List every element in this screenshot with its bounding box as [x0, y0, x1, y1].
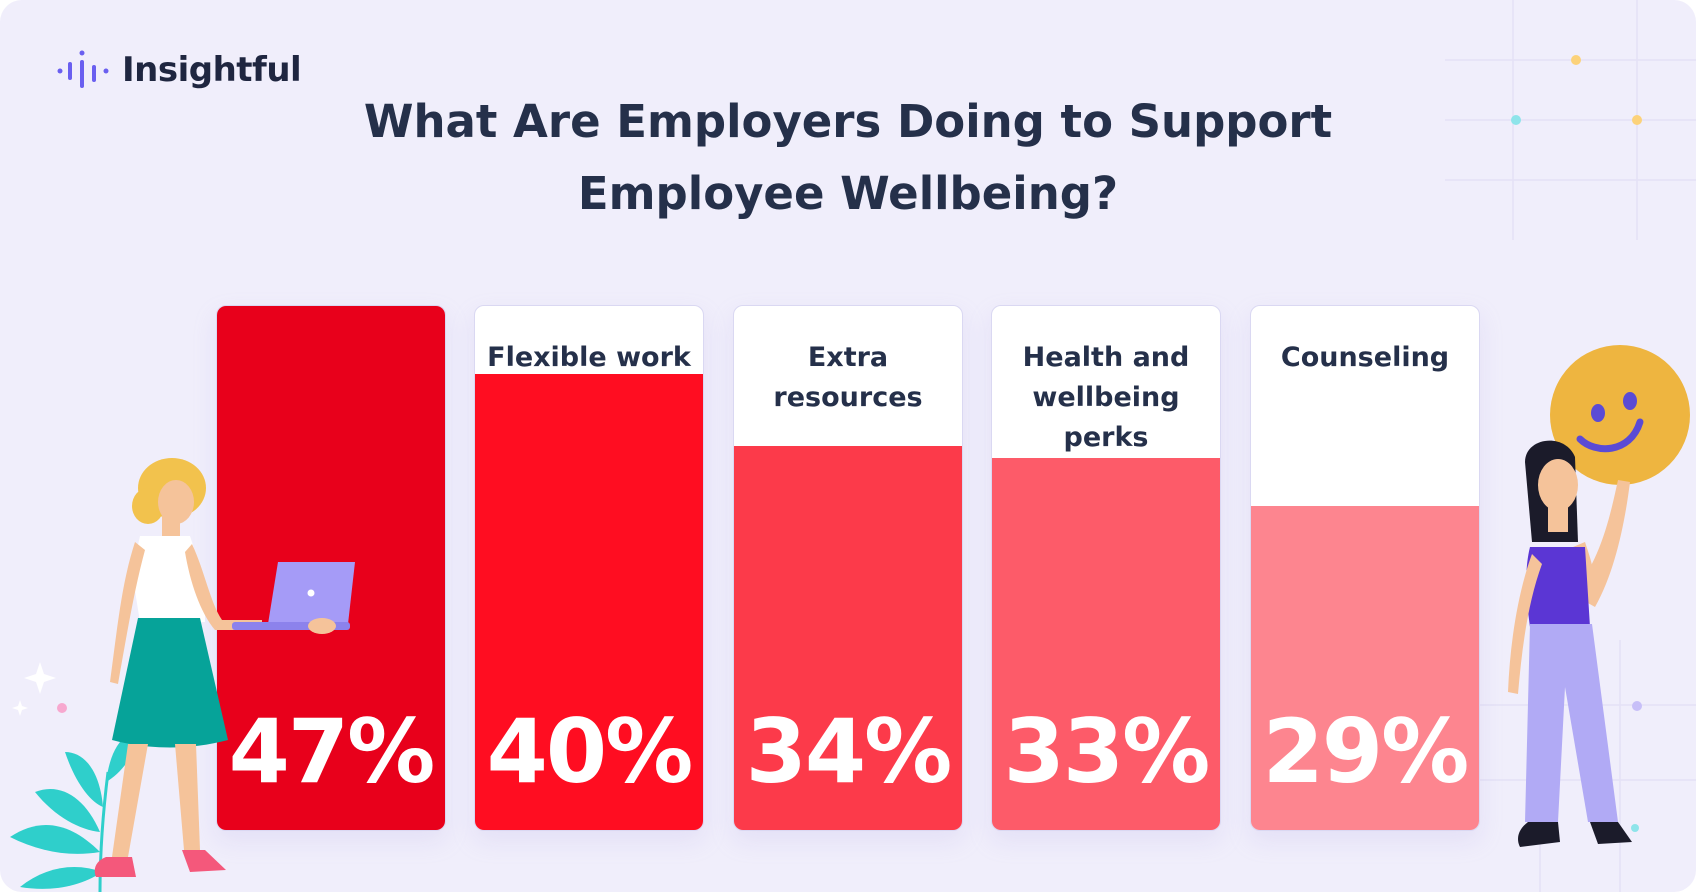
soundwave-logo-icon: [57, 50, 109, 88]
bar-category-label-line: perks: [1063, 422, 1149, 453]
woman-with-laptop-illustration: [10, 458, 355, 892]
bar-card: Flexible workhours40%: [474, 305, 704, 831]
bar-value-label: 29%: [1262, 700, 1470, 803]
bar-card: Health and wellbeing perks 33%: [991, 305, 1221, 831]
bar-category-label-line: wellbeing: [1032, 382, 1180, 413]
bar-value-label: 33%: [1003, 700, 1211, 803]
bar-category-label-line: Extra: [807, 342, 889, 373]
bar-category-label: Extra resources: [740, 338, 956, 418]
chart-title: What Are Employers Doing to Support Empl…: [300, 86, 1396, 230]
bar-category-label: Counseling: [1257, 338, 1473, 378]
bar-category-label-line: Flexible work: [487, 342, 691, 373]
bar-card: Counseling 29%: [1250, 305, 1480, 831]
insightful-logo: Insightful: [56, 50, 302, 90]
bar-category-label-line: resources: [773, 382, 923, 413]
logo-text: Insightful: [122, 50, 302, 90]
bar-category-label-line: Health and: [1022, 342, 1190, 373]
bar-fill: [992, 458, 1220, 830]
bar-value-label: 47%: [228, 700, 436, 803]
chart-title-line-2: Employee Wellbeing?: [577, 167, 1119, 220]
bar-value-label: 34%: [745, 700, 953, 803]
bar-category-label-line: Counseling: [1280, 342, 1450, 373]
bar-value-label: 40%: [486, 700, 694, 803]
chart-title-line-1: What Are Employers Doing to Support: [363, 95, 1333, 148]
bar-fill: [475, 374, 703, 830]
bar-fill: [1251, 506, 1479, 830]
bar-fill: [734, 446, 962, 830]
bar-card: Extra resources 34%: [733, 305, 963, 831]
woman-with-smiley-illustration: [1508, 345, 1690, 847]
bar-category-label: Health and wellbeing perks: [998, 338, 1214, 458]
